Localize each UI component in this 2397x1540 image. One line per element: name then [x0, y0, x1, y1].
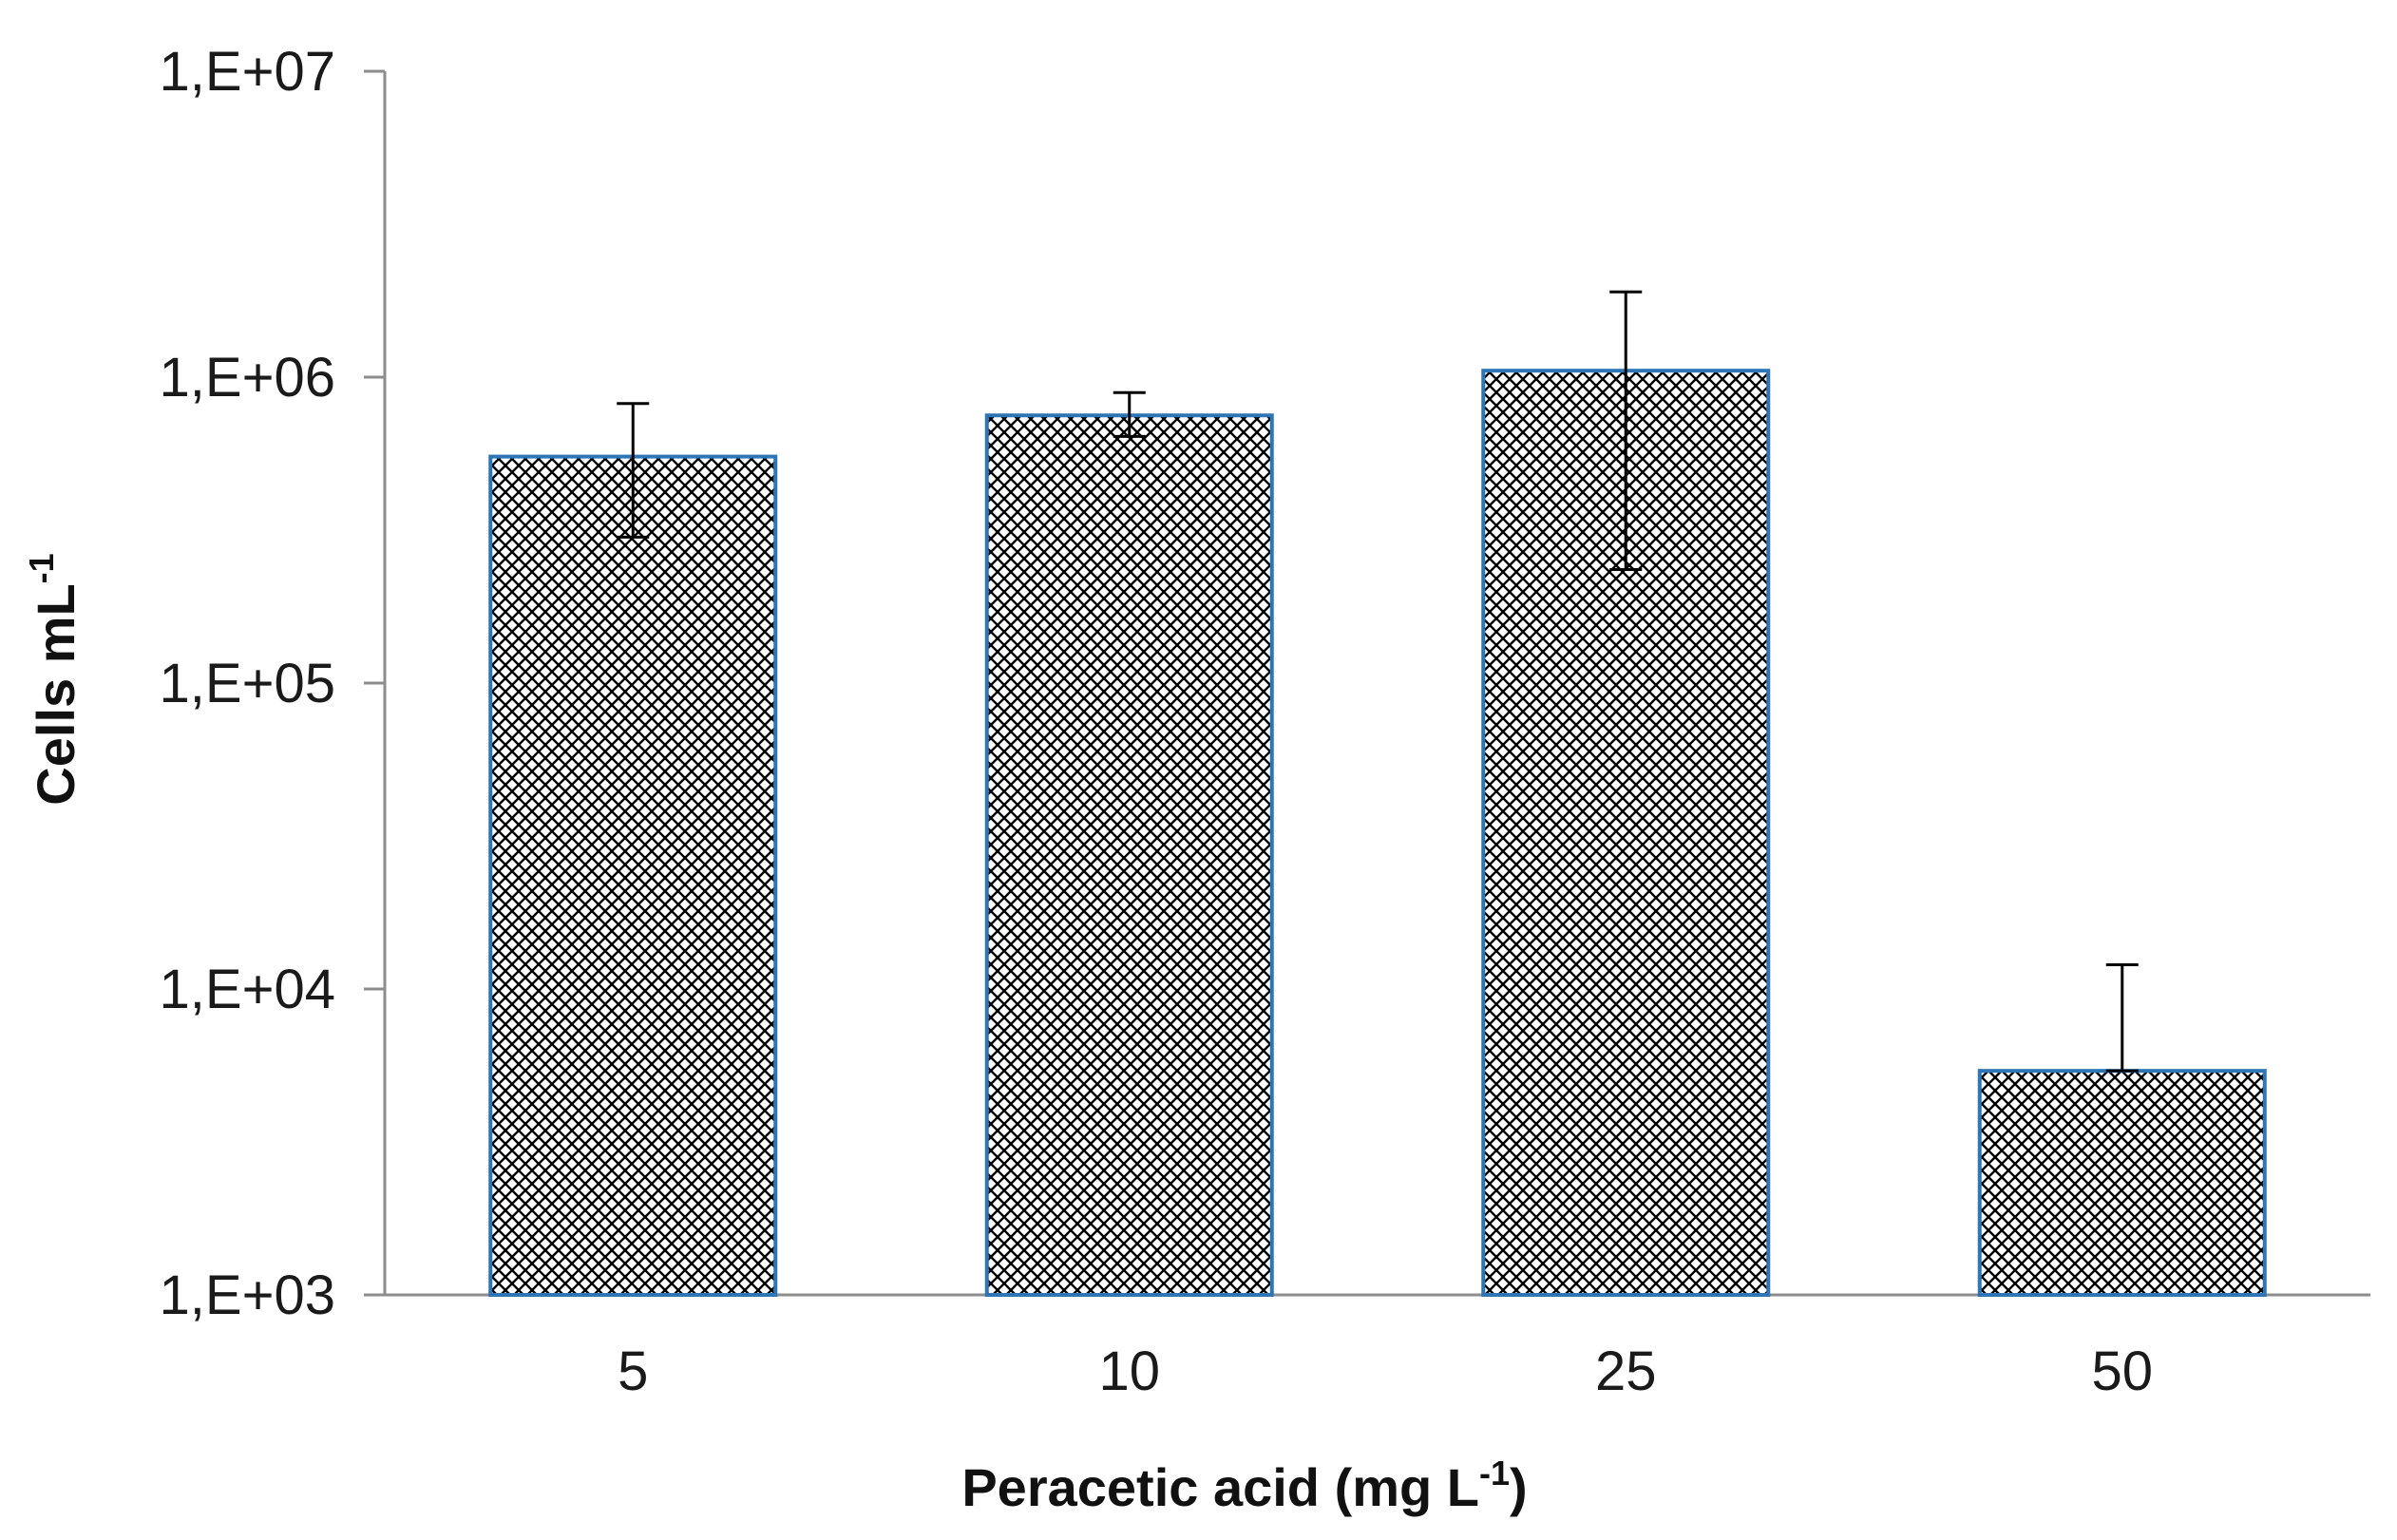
x-tick-label: 25 — [1595, 1340, 1657, 1402]
bar — [488, 454, 778, 1297]
x-tick-label: 50 — [2091, 1340, 2153, 1402]
bars — [488, 369, 2267, 1297]
y-axis: 1,E+03 1,E+04 1,E+05 1,E+06 1,E+07 — [160, 41, 387, 1326]
x-axis: 5 10 25 50 — [364, 1293, 2370, 1402]
x-tick-label: 5 — [618, 1340, 648, 1402]
bar — [1977, 1069, 2267, 1297]
y-tick-label: 1,E+07 — [160, 41, 335, 103]
y-tick-label: 1,E+06 — [160, 347, 335, 409]
y-tick-label: 1,E+03 — [160, 1264, 335, 1326]
x-tick-label: 10 — [1098, 1340, 1160, 1402]
bar — [984, 413, 1274, 1297]
x-axis-title: Peracetic acid (mg L-1) — [961, 1454, 1527, 1517]
error-bars — [617, 290, 2139, 1073]
y-tick-label: 1,E+05 — [160, 653, 335, 714]
y-tick-label: 1,E+04 — [160, 959, 335, 1020]
y-axis-title: Cells mL-1 — [22, 553, 86, 805]
